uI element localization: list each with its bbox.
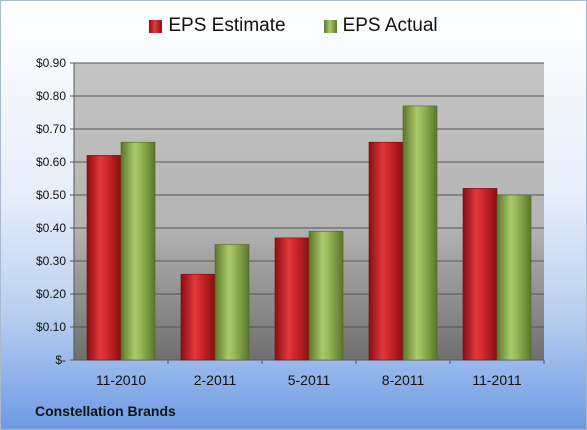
bar-eps-estimate [180, 273, 216, 361]
bar-eps-actual [308, 231, 344, 361]
y-tick-label: $- [55, 353, 66, 367]
x-tick-label: 8-2011 [382, 372, 425, 388]
x-tick-label: 11-2010 [96, 372, 147, 388]
legend-swatch-actual [323, 19, 337, 33]
y-tick-label: $0.70 [36, 122, 66, 136]
y-tick-label: $0.50 [36, 188, 66, 202]
bar-eps-estimate [462, 188, 498, 361]
y-tick-label: $0.90 [36, 56, 66, 70]
y-tick-label: $0.30 [36, 254, 66, 268]
x-tick-label: 11-2011 [472, 372, 522, 388]
y-tick-label: $0.60 [36, 155, 66, 169]
bar-eps-actual [214, 244, 250, 361]
legend-label-actual: EPS Actual [342, 15, 438, 36]
company-name: Constellation Brands [35, 403, 176, 419]
y-tick-label: $0.80 [36, 89, 66, 103]
bar-eps-estimate [274, 237, 310, 361]
y-tick-label: $0.20 [36, 287, 66, 301]
legend-swatch-estimate [149, 19, 163, 33]
bar-eps-actual [402, 105, 438, 361]
x-tick-label: 2-2011 [194, 372, 237, 388]
bar-eps-actual [120, 141, 156, 361]
bar-eps-actual [496, 194, 532, 361]
y-tick-label: $0.40 [36, 221, 66, 235]
legend-label-estimate: EPS Estimate [168, 15, 286, 36]
legend-item-estimate: EPS Estimate [149, 15, 286, 37]
y-tick-label: $0.10 [36, 320, 66, 334]
chart-legend: EPS Estimate EPS Actual [1, 15, 586, 37]
x-tick-label: 5-2011 [288, 372, 331, 388]
bar-eps-estimate [86, 155, 122, 361]
bar-eps-estimate [368, 141, 404, 361]
legend-item-actual: EPS Actual [323, 15, 438, 37]
